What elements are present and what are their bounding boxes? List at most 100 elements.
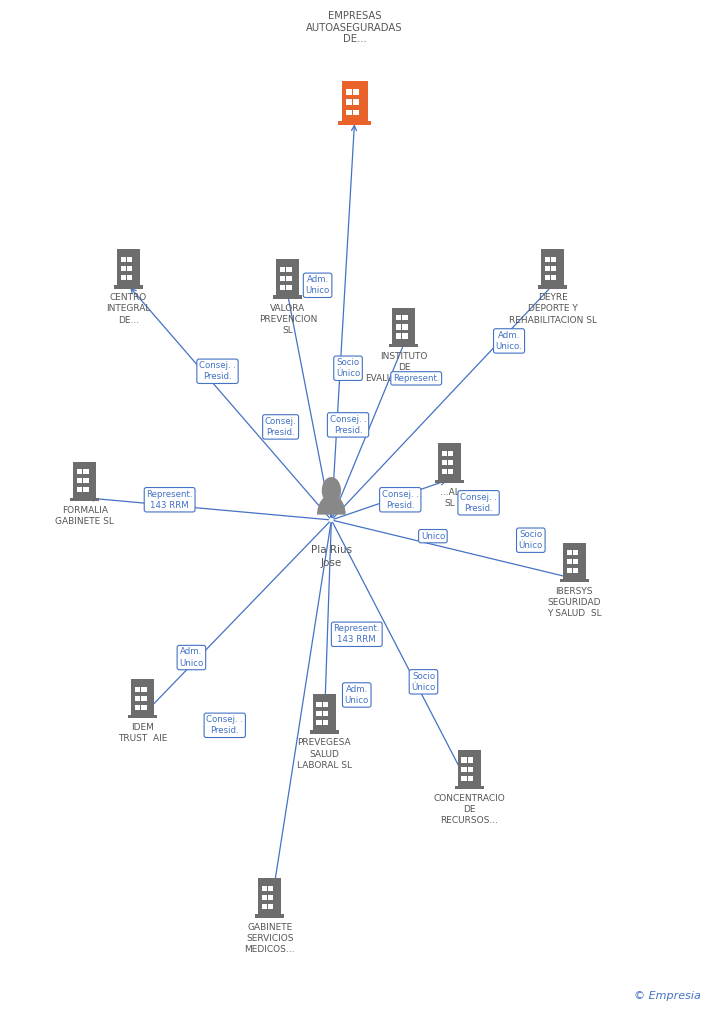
FancyBboxPatch shape	[551, 257, 556, 262]
FancyBboxPatch shape	[127, 257, 132, 262]
FancyBboxPatch shape	[346, 99, 352, 106]
FancyBboxPatch shape	[135, 687, 141, 692]
FancyBboxPatch shape	[551, 266, 556, 271]
FancyBboxPatch shape	[353, 110, 359, 116]
FancyBboxPatch shape	[262, 895, 267, 900]
FancyBboxPatch shape	[442, 469, 447, 474]
FancyBboxPatch shape	[462, 766, 467, 771]
FancyBboxPatch shape	[74, 462, 96, 497]
FancyBboxPatch shape	[323, 701, 328, 706]
FancyBboxPatch shape	[141, 695, 146, 700]
FancyBboxPatch shape	[462, 757, 467, 762]
Text: Consej. .
Presid.: Consej. . Presid.	[206, 716, 243, 736]
Text: Represent.
143 RRM: Represent. 143 RRM	[146, 489, 193, 510]
FancyBboxPatch shape	[389, 344, 419, 347]
FancyBboxPatch shape	[121, 266, 126, 271]
FancyBboxPatch shape	[468, 766, 473, 771]
Text: Consej.
Presid.: Consej. Presid.	[265, 417, 296, 437]
FancyBboxPatch shape	[545, 275, 550, 280]
Text: Consej. .
Presid.: Consej. . Presid.	[330, 415, 366, 435]
FancyBboxPatch shape	[566, 550, 571, 555]
FancyBboxPatch shape	[269, 886, 274, 891]
Text: © Εmpresia: © Εmpresia	[634, 992, 701, 1002]
FancyBboxPatch shape	[573, 559, 578, 564]
FancyBboxPatch shape	[563, 543, 586, 579]
FancyBboxPatch shape	[551, 275, 556, 280]
FancyBboxPatch shape	[346, 89, 352, 95]
FancyBboxPatch shape	[135, 704, 141, 709]
FancyBboxPatch shape	[448, 460, 454, 465]
FancyBboxPatch shape	[280, 267, 285, 272]
Text: CENTRO
INTEGRAL
DE...: CENTRO INTEGRAL DE...	[106, 293, 151, 325]
FancyBboxPatch shape	[403, 334, 408, 339]
FancyBboxPatch shape	[573, 550, 578, 555]
Text: IBERSYS
SEGURIDAD
Y SALUD  SL: IBERSYS SEGURIDAD Y SALUD SL	[547, 587, 601, 618]
Text: FORMALIA
GABINETE SL: FORMALIA GABINETE SL	[55, 505, 114, 526]
FancyBboxPatch shape	[560, 579, 589, 582]
FancyBboxPatch shape	[127, 275, 132, 280]
FancyBboxPatch shape	[545, 266, 550, 271]
FancyBboxPatch shape	[116, 250, 140, 285]
FancyBboxPatch shape	[353, 99, 359, 106]
FancyBboxPatch shape	[468, 775, 473, 781]
FancyBboxPatch shape	[317, 710, 322, 716]
FancyBboxPatch shape	[448, 469, 454, 474]
FancyBboxPatch shape	[286, 267, 292, 272]
FancyBboxPatch shape	[262, 886, 267, 891]
FancyBboxPatch shape	[256, 915, 284, 918]
FancyBboxPatch shape	[323, 710, 328, 716]
FancyBboxPatch shape	[121, 257, 126, 262]
FancyBboxPatch shape	[566, 568, 571, 573]
FancyBboxPatch shape	[286, 276, 292, 281]
FancyBboxPatch shape	[84, 478, 89, 483]
FancyBboxPatch shape	[84, 487, 89, 492]
FancyBboxPatch shape	[309, 731, 339, 734]
FancyBboxPatch shape	[317, 720, 322, 725]
FancyBboxPatch shape	[280, 285, 285, 290]
FancyBboxPatch shape	[442, 451, 447, 456]
FancyBboxPatch shape	[135, 695, 141, 700]
Wedge shape	[317, 494, 346, 515]
Text: Represent.
143 RRM: Represent. 143 RRM	[333, 624, 380, 645]
FancyBboxPatch shape	[317, 701, 322, 706]
FancyBboxPatch shape	[455, 786, 483, 790]
FancyBboxPatch shape	[141, 687, 146, 692]
FancyBboxPatch shape	[131, 679, 154, 716]
FancyBboxPatch shape	[121, 275, 126, 280]
FancyBboxPatch shape	[141, 704, 146, 709]
FancyBboxPatch shape	[438, 444, 461, 479]
FancyBboxPatch shape	[442, 460, 447, 465]
Text: EMPRESAS
AUTOASEGURADAS
DE...: EMPRESAS AUTOASEGURADAS DE...	[306, 11, 403, 45]
FancyBboxPatch shape	[396, 334, 401, 339]
Text: Socio
Único: Socio Único	[336, 358, 360, 379]
FancyBboxPatch shape	[346, 110, 352, 116]
FancyBboxPatch shape	[458, 750, 480, 786]
FancyBboxPatch shape	[114, 285, 143, 288]
FancyBboxPatch shape	[128, 716, 157, 719]
FancyBboxPatch shape	[396, 325, 401, 330]
Text: Consej. .
Presid.: Consej. . Presid.	[460, 492, 497, 513]
FancyBboxPatch shape	[323, 720, 328, 725]
FancyBboxPatch shape	[77, 487, 82, 492]
Circle shape	[322, 477, 341, 504]
Text: Adm.
Unico.: Adm. Unico.	[496, 331, 523, 351]
FancyBboxPatch shape	[435, 479, 464, 483]
FancyBboxPatch shape	[462, 775, 467, 781]
Text: IDEM
TRUST  AIE: IDEM TRUST AIE	[118, 724, 167, 743]
Text: Represent.: Represent.	[393, 374, 440, 383]
FancyBboxPatch shape	[392, 308, 416, 344]
Text: PREVEGESA
SALUD
LABORAL SL: PREVEGESA SALUD LABORAL SL	[296, 739, 352, 769]
FancyBboxPatch shape	[286, 285, 292, 290]
Text: Socio
Único: Socio Único	[518, 530, 543, 550]
FancyBboxPatch shape	[84, 469, 89, 474]
FancyBboxPatch shape	[396, 316, 401, 321]
FancyBboxPatch shape	[71, 497, 99, 501]
FancyBboxPatch shape	[403, 325, 408, 330]
FancyBboxPatch shape	[276, 259, 299, 295]
FancyBboxPatch shape	[77, 478, 82, 483]
FancyBboxPatch shape	[312, 694, 336, 731]
Text: Consej. .
Presid.: Consej. . Presid.	[199, 361, 236, 382]
FancyBboxPatch shape	[573, 568, 578, 573]
Text: CONCENTRACIO
DE
RECURSOS...: CONCENTRACIO DE RECURSOS...	[433, 794, 505, 825]
Text: Consej. .
Presid.: Consej. . Presid.	[381, 489, 419, 510]
